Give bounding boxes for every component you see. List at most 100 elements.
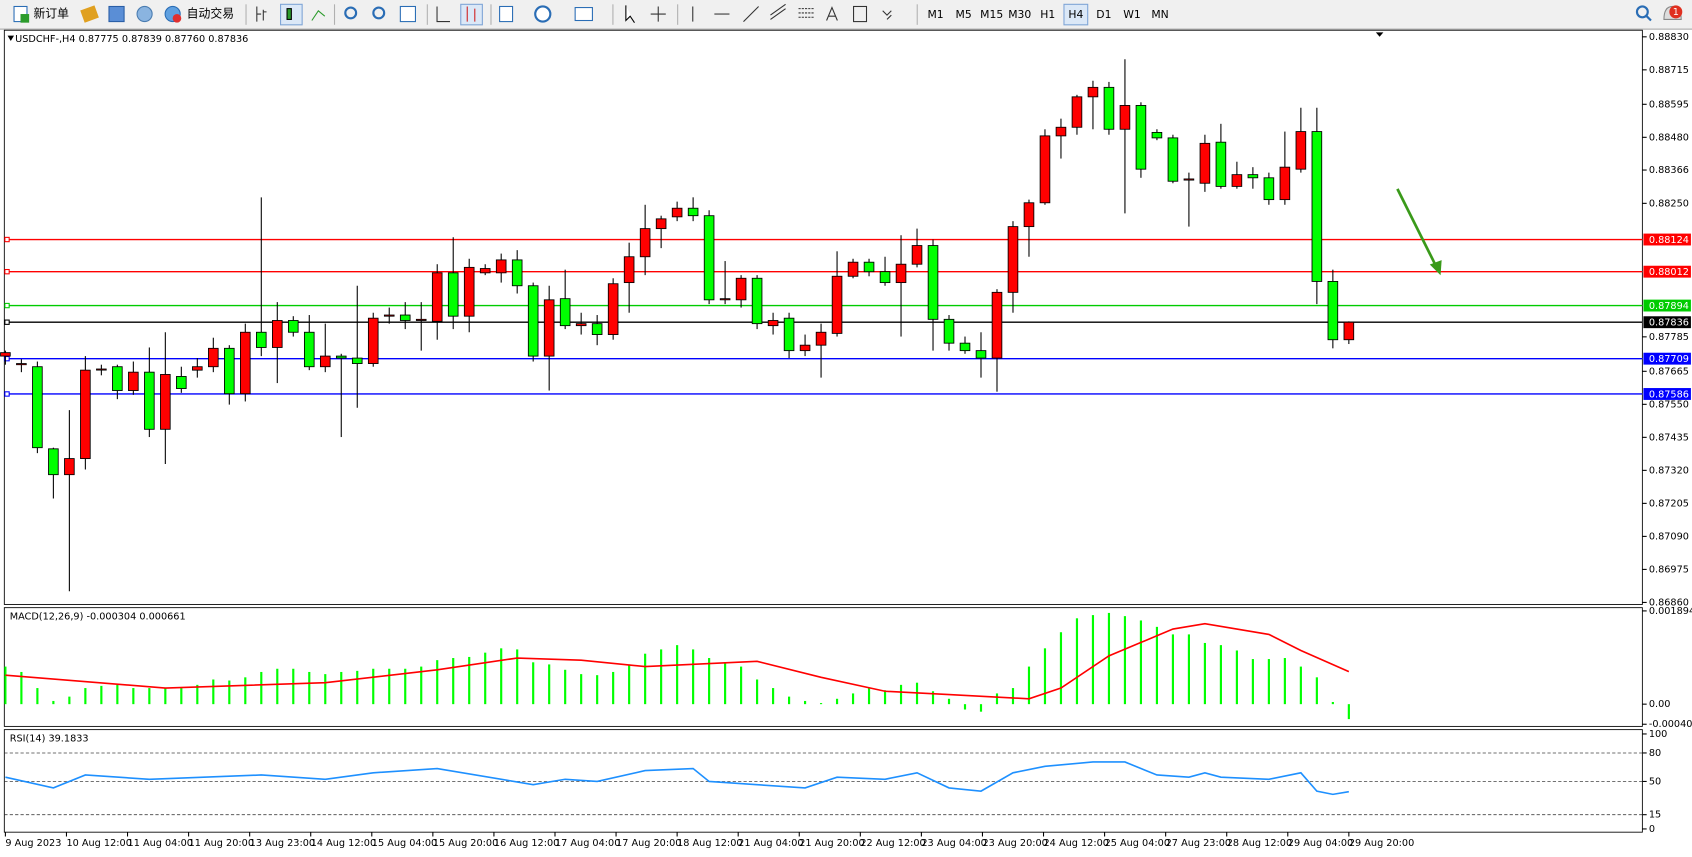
candle-body: [1151, 131, 1163, 139]
candle-body: [0, 352, 11, 357]
timeframe-button[interactable]: M1: [927, 8, 943, 21]
macd-bar: [1027, 666, 1031, 705]
candle-body: [303, 331, 315, 368]
y-tick-label: 0.88830: [1649, 32, 1689, 43]
main-chart: 0.88830 0.88715 0.88595 0.88480 0.88366 0.882…: [0, 32, 1691, 849]
zoom-in[interactable]: [344, 6, 358, 20]
x-tick-label: 16 Aug 12:00: [494, 838, 559, 849]
macd-bar: [372, 668, 375, 705]
rsi-title: RSI(14) 39.1833: [10, 733, 89, 744]
candle-body: [639, 228, 651, 258]
cursor[interactable]: [625, 5, 635, 23]
macd-bar: [36, 688, 39, 705]
candle-body: [1247, 174, 1259, 179]
collapse-marker[interactable]: [7, 35, 15, 42]
candle-body: [287, 320, 299, 333]
icon[interactable]: [108, 5, 125, 23]
label-tool[interactable]: [853, 5, 868, 23]
x-tick-label: 17 Aug 04:00: [555, 838, 620, 849]
price-label-bg: [1643, 233, 1691, 246]
candle-body: [959, 342, 971, 352]
timeframe-button[interactable]: M5: [956, 8, 972, 21]
icon: [20, 14, 30, 23]
candle-body: [1343, 321, 1355, 341]
channel-tool[interactable]: [770, 3, 786, 20]
macd-bar: [324, 674, 327, 705]
macd-bar: [835, 698, 839, 705]
candle-body: [1167, 137, 1179, 182]
candle-body: [943, 318, 955, 344]
candle-body: [1263, 177, 1275, 201]
templates[interactable]: [574, 7, 593, 22]
y-tick-label: 0: [1649, 824, 1655, 835]
candle-body: [655, 218, 667, 230]
macd-bar: [388, 668, 391, 705]
tile-windows[interactable]: [399, 5, 416, 23]
search: [1645, 15, 1652, 22]
price-label: 0.88124: [1649, 235, 1689, 246]
y-tick-label: 0.88250: [1649, 198, 1689, 209]
macd-bar: [851, 693, 855, 705]
candle-body: [399, 314, 411, 321]
timeframe-label: W1: [1123, 8, 1141, 21]
x-tick-label: 15 Aug 04:00: [372, 838, 437, 849]
candle-body: [687, 207, 699, 217]
icon[interactable]: [136, 5, 153, 23]
x-tick-label: 25 Aug 04:00: [1105, 838, 1170, 849]
y-tick-label: 0.87320: [1649, 465, 1689, 476]
arrows-tool[interactable]: [882, 10, 892, 20]
candle-body: [879, 271, 891, 284]
candle-body: [128, 371, 139, 391]
macd-bar: [1123, 616, 1127, 705]
arrow-head: [1429, 260, 1442, 276]
macd-bar: [1091, 615, 1095, 705]
icon[interactable]: [80, 5, 99, 23]
zoom-out[interactable]: [372, 6, 386, 20]
crosshair[interactable]: [650, 6, 666, 22]
candle-body: [559, 298, 571, 327]
timeframes: M1 M5 M15 M30 H1 H4 D1 W1 MN: [927, 3, 1169, 26]
macd-bar: [963, 704, 967, 710]
timeframe-button[interactable]: M15: [980, 8, 1003, 21]
timeframe-label: M5: [956, 8, 972, 21]
text-tool[interactable]: [826, 6, 838, 21]
candle-body: [32, 366, 43, 449]
macd-bar: [1171, 634, 1175, 705]
icon: [466, 6, 476, 22]
macd-bar: [1075, 618, 1079, 705]
candle-body: [96, 368, 107, 371]
timeframe-label: M30: [1008, 8, 1031, 21]
y-tick-label: 0.87205: [1649, 498, 1689, 509]
candle-body: [351, 357, 363, 364]
timeframe-label: M1: [927, 8, 943, 21]
icon[interactable]: [256, 6, 267, 22]
annotation-arrow: [1396, 188, 1442, 276]
timeframe-button[interactable]: H1: [1040, 8, 1055, 21]
candle-body: [799, 344, 811, 352]
indicators[interactable]: [499, 5, 514, 23]
timeframe-button[interactable]: D1: [1096, 8, 1111, 21]
macd-bar: [1235, 650, 1238, 705]
periods[interactable]: [534, 5, 552, 23]
timeframe-button[interactable]: H4: [1063, 3, 1089, 26]
new-order-button[interactable]: 新订单: [13, 5, 69, 23]
macd-bar: [772, 688, 775, 705]
icon[interactable]: [436, 6, 450, 23]
x-tick-label: 17 Aug 20:00: [616, 838, 681, 849]
trendline-tool[interactable]: [743, 6, 759, 22]
timeframe-button[interactable]: MN: [1151, 8, 1168, 21]
icon[interactable]: [311, 9, 326, 21]
timeframe-button[interactable]: M30: [1008, 8, 1031, 21]
arrow-shaft: [1396, 188, 1437, 266]
x-tick-label: 18 Aug 12:00: [677, 838, 742, 849]
search[interactable]: [1635, 5, 1649, 19]
timeframe-button[interactable]: W1: [1123, 8, 1141, 21]
macd-bar: [628, 664, 631, 705]
icon-active[interactable]: [460, 3, 483, 26]
fibo-tool[interactable]: [798, 8, 814, 18]
price-label: 0.87836: [1649, 318, 1689, 329]
auto-trading-button[interactable]: 自动交易: [164, 5, 234, 23]
candle-body: [64, 458, 75, 476]
x-tick-label: 28 Aug 12:00: [1227, 838, 1292, 849]
